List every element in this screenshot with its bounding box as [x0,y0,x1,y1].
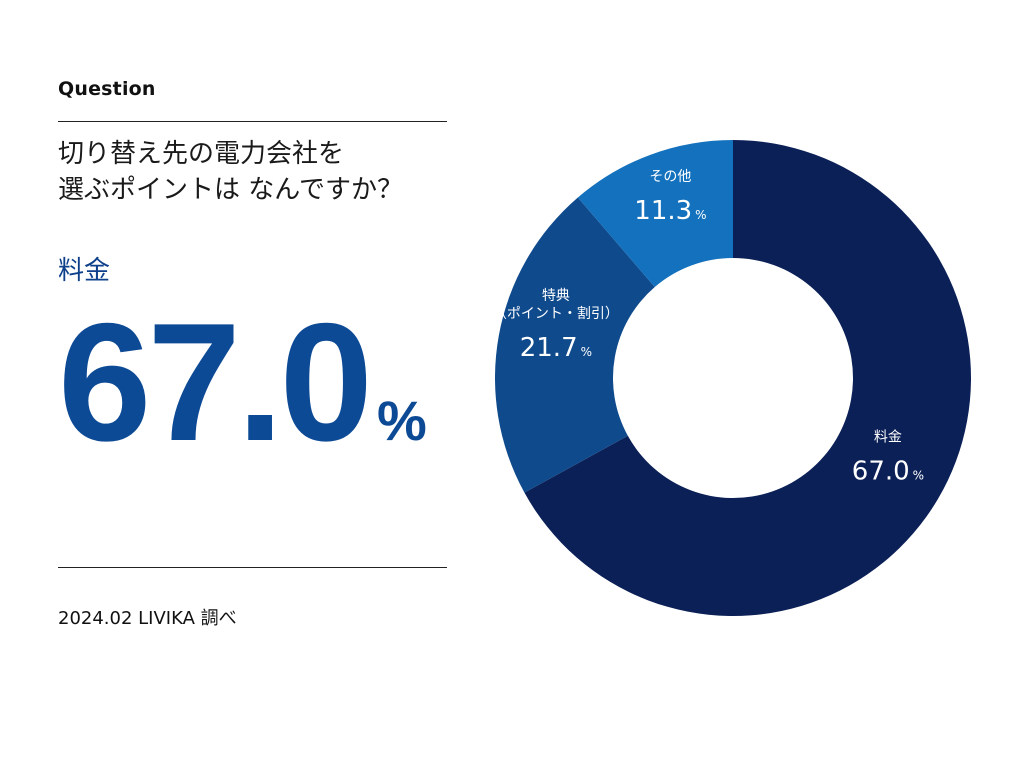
segment-category-label: （ポイント・割引） [493,305,619,322]
segment-label-group-2: 特典（ポイント・割引） 21.7% [493,288,619,363]
segment-value-label: 67.0% [852,457,924,487]
source-note: 2024.02 LIVIKA 調べ [58,608,237,629]
question-line-2: 選ぶポイントは なんですか？ [58,175,403,205]
bottom-divider [58,567,447,568]
question-label: Question [58,78,156,100]
segment-category-label: 料金 [874,430,902,446]
segment-category-label: その他 [649,169,691,185]
question-title: 切り替え先の電力会社を 選ぶポイントは なんですか？ [58,136,458,208]
answer-label: 料金 [58,256,111,286]
answer-number: 67.0 [58,288,373,476]
segment-value-label: 21.7% [520,333,592,363]
question-line-1: 切り替え先の電力会社を [58,139,345,169]
segment-value-label: 11.3% [634,196,706,226]
donut-chart: 料金 67.0 % 特典（ポイント・割引） 21.7 % その他 11.3% [493,140,971,616]
donut-segment-3 [577,140,733,287]
segment-label-group-1: 料金 67.0% [852,430,924,487]
donut-segment-2 [494,197,655,493]
top-divider [58,121,447,122]
answer-unit: % [376,389,427,452]
segment-label-group-3: その他 11.3% [634,169,706,226]
answer-value: 67.0% [58,298,427,466]
donut-segment-1 [524,140,971,616]
segment-category-label: 特典 [542,288,570,304]
